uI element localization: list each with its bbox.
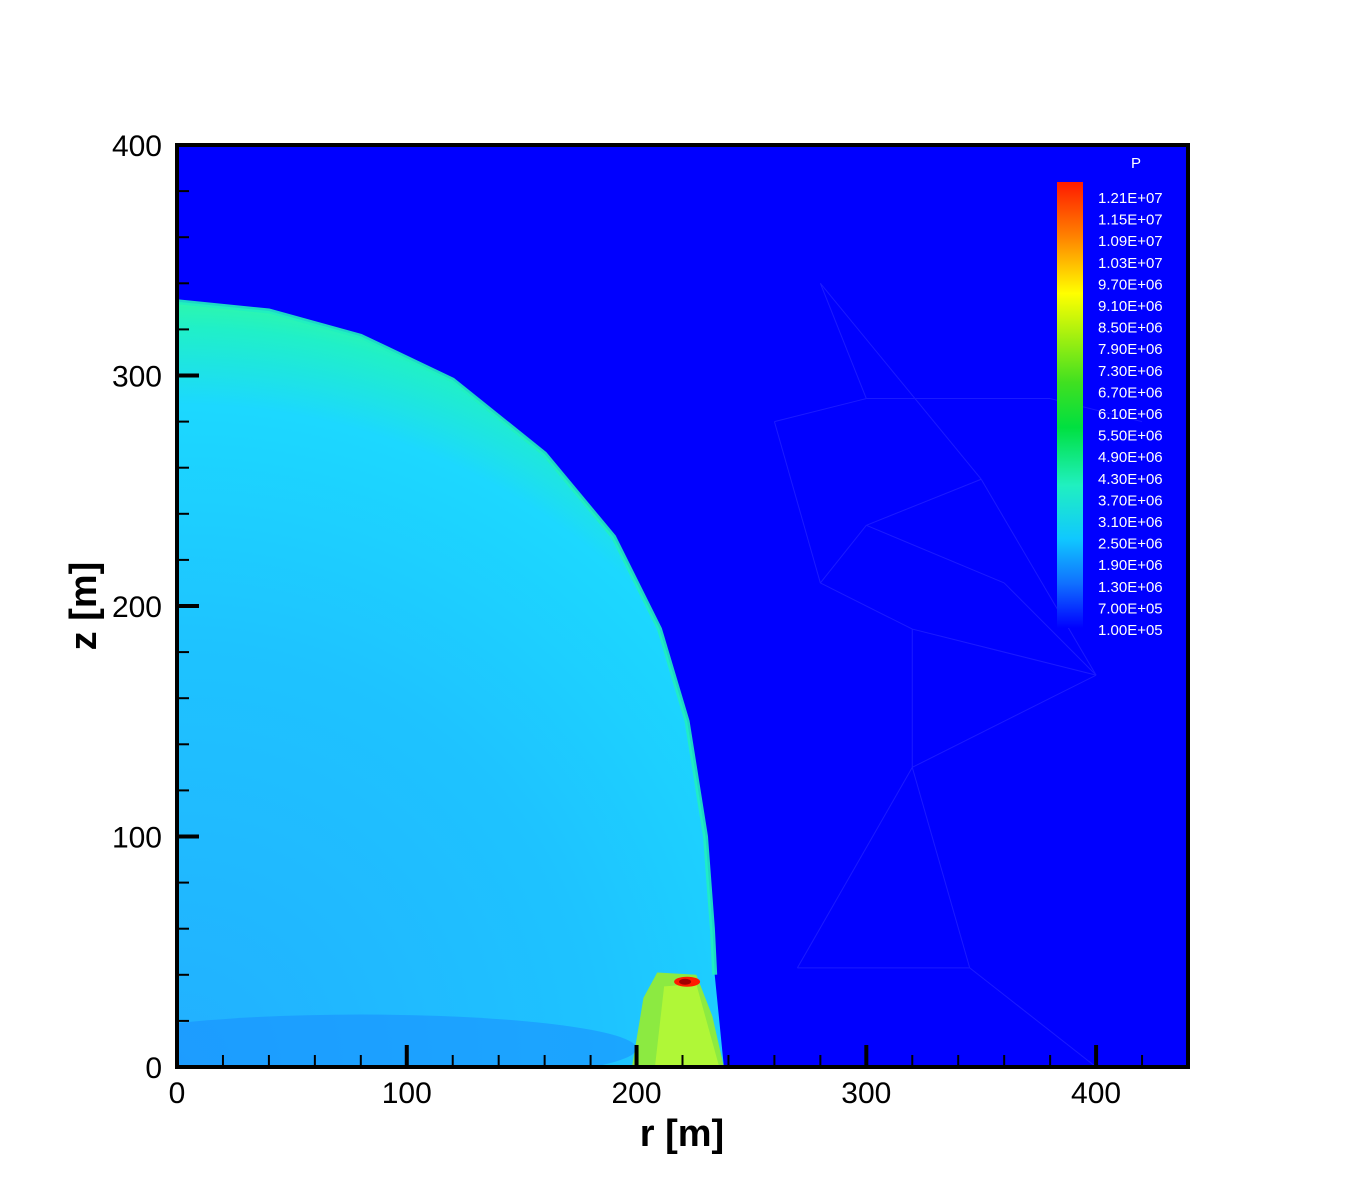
mesh-edge [980,478,1097,676]
legend-level-label: 5.50E+06 [1098,428,1163,445]
axis-tick-labels: 0 100 200 300 400 0 100 200 300 400 [112,130,1121,1110]
mesh-edge [969,967,1097,1067]
y-tick-label: 400 [112,130,162,163]
x-tick-label: 200 [612,1077,662,1110]
blast-region [177,301,724,1067]
mesh-edge [911,767,971,969]
legend-level-label: 4.90E+06 [1098,449,1163,466]
y-tick-label: 200 [112,591,162,624]
legend-level-label: 3.10E+06 [1098,514,1163,531]
low-pressure-zone [177,1014,637,1067]
mesh-edge [912,628,1097,676]
x-tick-label: 0 [169,1077,186,1110]
legend-level-label: 1.09E+07 [1098,233,1163,250]
legend-level-label: 7.00E+05 [1098,600,1163,617]
mesh-edge [774,398,867,423]
legend-level-label: 1.21E+07 [1098,190,1163,207]
legend-level-label: 4.30E+06 [1098,471,1163,488]
legend-level-label: 1.03E+07 [1098,255,1163,272]
legend-color-bar [1057,182,1083,628]
mesh-edge [820,582,913,630]
y-axis-title: z [m] [63,562,105,651]
mesh-edge [819,282,982,480]
mesh-edge [866,524,1005,584]
mesh-edge [1003,582,1097,676]
legend-level-label: 1.90E+06 [1098,557,1163,574]
legend-level-label: 6.70E+06 [1098,384,1163,401]
legend-level-label: 3.70E+06 [1098,492,1163,509]
legend-level-label: 6.10E+06 [1098,406,1163,423]
legend-level-label: 7.30E+06 [1098,363,1163,380]
axis-ticks [175,143,1144,1069]
x-axis-title: r [m] [640,1113,724,1155]
legend-level-label: 1.00E+05 [1098,622,1163,639]
x-tick-label: 300 [841,1077,891,1110]
shock-front [177,299,718,975]
mesh-edge [819,525,867,584]
legend-level-label: 9.10E+06 [1098,298,1163,315]
x-tick-label: 100 [382,1077,432,1110]
mesh-edge [819,283,867,399]
y-tick-label: 0 [145,1052,162,1085]
legend-level-label: 8.50E+06 [1098,320,1163,337]
pressure-field [177,145,1188,1067]
mesh-edge [796,767,913,969]
mesh-edge [773,421,821,584]
reflected-core [654,984,720,1067]
legend-level-label: 1.30E+06 [1098,579,1163,596]
mesh-lines [773,282,1143,1067]
mesh-edge [866,478,982,526]
legend-level-label: 1.15E+07 [1098,212,1163,229]
legend-title: P [1131,155,1141,172]
legend-level-label: 9.70E+06 [1098,276,1163,293]
x-tick-label: 400 [1071,1077,1121,1110]
legend-level-label: 2.50E+06 [1098,536,1163,553]
y-tick-label: 100 [112,822,162,855]
y-tick-label: 300 [112,361,162,394]
legend-labels: 1.21E+07 1.15E+07 1.09E+07 1.03E+07 9.70E+06… [1098,190,1163,639]
mesh-edge [912,674,1097,768]
color-legend: P 1.21E+07 1.15E+07 1.09E+07 1.03E+07 9.70E+… [1057,155,1163,639]
legend-level-label: 7.90E+06 [1098,341,1163,358]
peak-pressure-core [679,978,692,985]
